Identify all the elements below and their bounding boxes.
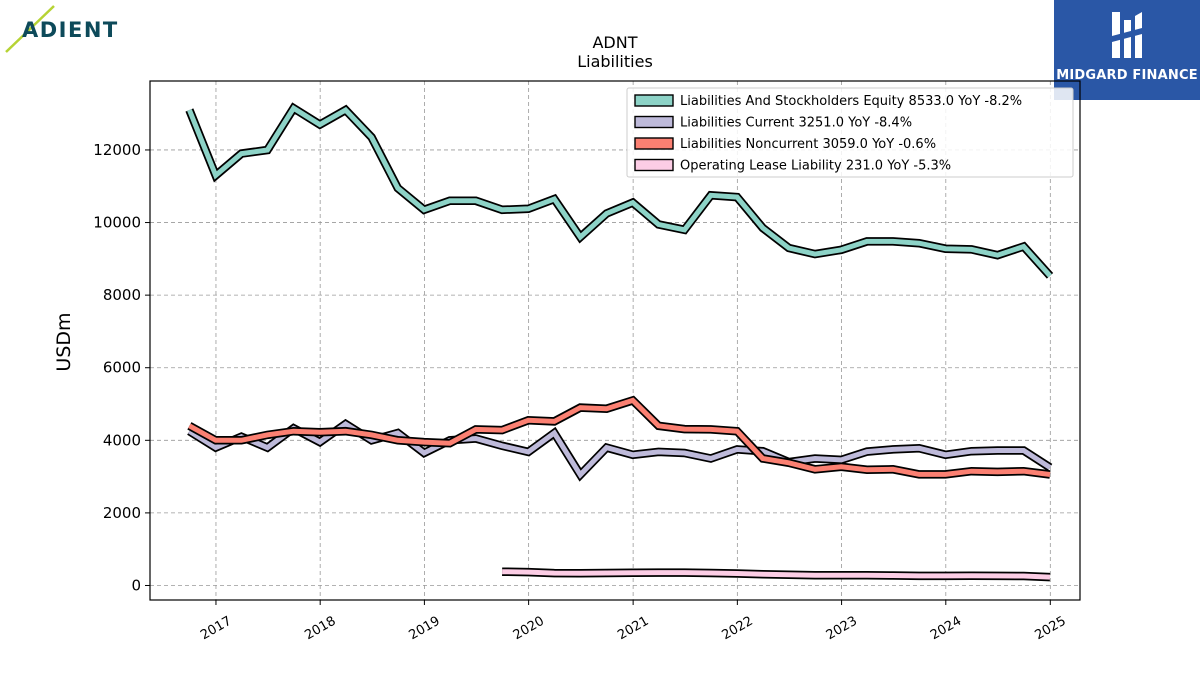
y-tick-label: 8000 bbox=[103, 286, 141, 304]
x-axis-ticks: 2017 2018 2019 2020 2021 2022 2023 2024 2025 bbox=[198, 600, 1069, 643]
x-tick-label: 2022 bbox=[720, 614, 756, 644]
x-tick-label: 2017 bbox=[198, 614, 234, 644]
y-tick-label: 10000 bbox=[93, 214, 141, 232]
legend-label-lease: Operating Lease Liability 231.0 YoY -5.3… bbox=[680, 159, 951, 174]
x-tick-label: 2019 bbox=[407, 614, 443, 644]
midgard-emblem-icon bbox=[1112, 12, 1142, 58]
series-line-noncurrent bbox=[188, 397, 1051, 477]
y-tick-label: 2000 bbox=[103, 504, 141, 522]
y-tick-label: 6000 bbox=[103, 359, 141, 377]
adient-logo: ADIENT bbox=[5, 5, 119, 53]
legend-swatch-noncurrent bbox=[634, 137, 674, 150]
series-line-lease bbox=[502, 569, 1051, 580]
brand-name: MIDGARD FINANCE bbox=[1056, 68, 1198, 83]
legend-label-equity: Liabilities And Stockholders Equity 8533… bbox=[680, 94, 1022, 109]
midgard-finance-logo: MIDGARD FINANCE bbox=[1054, 0, 1200, 100]
series-lines bbox=[185, 102, 1054, 582]
legend-label-current: Liabilities Current 3251.0 YoY -8.4% bbox=[680, 116, 912, 131]
chart-title: ADNT bbox=[592, 33, 637, 52]
x-tick-label: 2021 bbox=[615, 614, 651, 644]
legend-swatch-current bbox=[634, 115, 674, 129]
logo-text: ADIENT bbox=[22, 18, 119, 42]
legend-label-noncurrent: Liabilities Noncurrent 3059.0 YoY -0.6% bbox=[680, 137, 936, 152]
x-tick-label: 2020 bbox=[511, 614, 547, 644]
logo-slash-green bbox=[5, 5, 55, 53]
plot-frame bbox=[149, 80, 1081, 601]
legend-swatch-lease bbox=[634, 158, 674, 172]
y-tick-label: 4000 bbox=[103, 431, 141, 449]
y-axis-ticks: 0 2000 4000 6000 8000 10000 12000 bbox=[93, 141, 150, 594]
x-tick-label: 2025 bbox=[1032, 614, 1068, 644]
x-tick-label: 2023 bbox=[824, 614, 860, 644]
y-tick-label: 12000 bbox=[93, 141, 141, 159]
y-tick-label: 0 bbox=[131, 576, 141, 594]
legend-box bbox=[626, 87, 1074, 178]
chart-subtitle: Liabilities bbox=[577, 52, 653, 71]
y-axis-label: USDm bbox=[53, 312, 75, 371]
series-line-equity bbox=[187, 104, 1052, 278]
legend-swatch-equity bbox=[634, 94, 674, 107]
x-tick-label: 2024 bbox=[928, 614, 964, 644]
x-tick-label: 2018 bbox=[302, 614, 338, 644]
legend: Liabilities And Stockholders Equity 8533… bbox=[626, 87, 1074, 178]
